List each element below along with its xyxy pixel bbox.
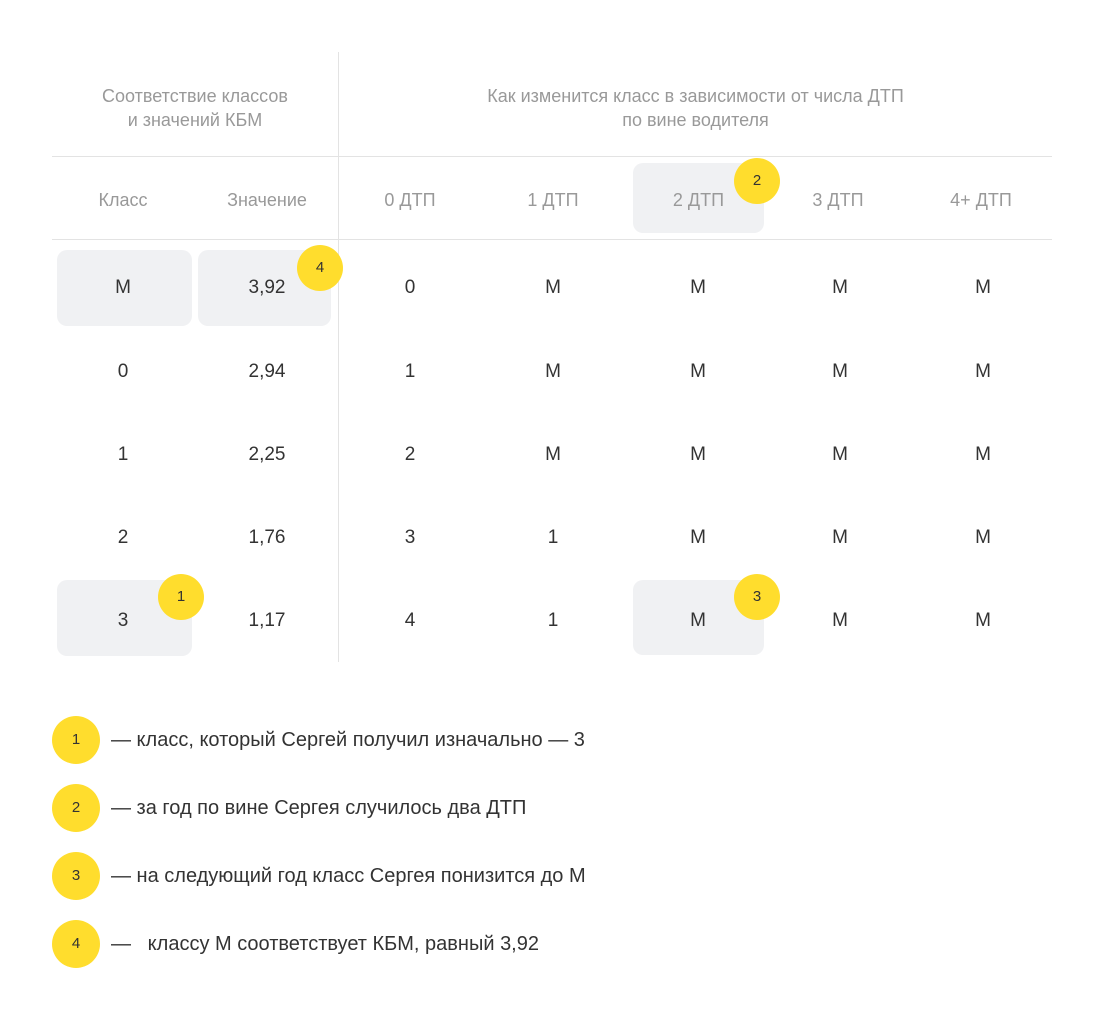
- cell-r4-4dtp: М: [975, 610, 991, 631]
- legend-badge-3: 3: [52, 852, 100, 900]
- cell-r2-2dtp: М: [690, 444, 706, 465]
- badge-2: 2: [734, 158, 780, 204]
- cell-r2-class: 1: [117, 444, 129, 465]
- cell-r4-1dtp: 1: [547, 610, 559, 631]
- cell-r2-value: 2,25: [248, 444, 286, 465]
- cell-r0-value: 3,92: [248, 277, 286, 298]
- header-divider: [52, 156, 1052, 157]
- legend-badge-1: 1: [52, 716, 100, 764]
- cell-r0-2dtp: М: [690, 277, 706, 298]
- cell-r3-3dtp: М: [832, 527, 848, 548]
- badge-1: 1: [158, 574, 204, 620]
- cell-r0-3dtp: М: [832, 277, 848, 298]
- vertical-divider: [338, 52, 339, 662]
- right-header-line2: по вине водителя: [622, 110, 769, 130]
- cell-r0-class: М: [115, 277, 131, 298]
- cell-r4-0dtp: 4: [404, 610, 416, 631]
- cell-r0-1dtp: М: [545, 277, 561, 298]
- cell-r1-4dtp: М: [975, 361, 991, 382]
- cell-r4-class: 3: [117, 610, 129, 631]
- legend-text-2: — за год по вине Сергея случилось два ДТ…: [111, 797, 527, 819]
- right-header-line1: Как изменится класс в зависимости от чис…: [487, 86, 904, 106]
- column-header-value: Значение: [227, 190, 307, 210]
- highlight-class-m: [57, 250, 192, 326]
- column-header-1dtp: 1 ДТП: [527, 190, 579, 210]
- cell-r1-0dtp: 1: [404, 361, 416, 382]
- column-header-3dtp: 3 ДТП: [812, 190, 864, 210]
- legend-text-3: — на следующий год класс Сергея понизитс…: [111, 865, 586, 887]
- column-header-class: Класс: [98, 190, 148, 210]
- cell-r4-2dtp: М: [690, 610, 706, 631]
- column-header-4dtp: 4+ ДТП: [950, 190, 1012, 210]
- cell-r3-0dtp: 3: [404, 527, 416, 548]
- cell-r1-2dtp: М: [690, 361, 706, 382]
- badge-3: 3: [734, 574, 780, 620]
- cell-r3-4dtp: М: [975, 527, 991, 548]
- cell-r1-class: 0: [117, 361, 129, 382]
- cell-r1-1dtp: М: [545, 361, 561, 382]
- column-header-divider: [52, 239, 1052, 240]
- cell-r2-4dtp: М: [975, 444, 991, 465]
- legend-badge-2: 2: [52, 784, 100, 832]
- left-header-line1: Соответствие классов: [102, 86, 288, 106]
- cell-r1-value: 2,94: [248, 361, 286, 382]
- right-header: Как изменится класс в зависимости от чис…: [339, 84, 1052, 132]
- cell-r4-3dtp: М: [832, 610, 848, 631]
- cell-r0-0dtp: 0: [404, 277, 416, 298]
- cell-r2-1dtp: М: [545, 444, 561, 465]
- column-header-2dtp: 2 ДТП: [672, 190, 725, 210]
- cell-r2-3dtp: М: [832, 444, 848, 465]
- cell-r2-0dtp: 2: [404, 444, 416, 465]
- legend-badge-4: 4: [52, 920, 100, 968]
- legend-text-4: — классу М соответствует КБМ, равный 3,9…: [111, 933, 539, 955]
- cell-r4-value: 1,17: [248, 610, 286, 631]
- cell-r3-class: 2: [117, 527, 129, 548]
- badge-4: 4: [297, 245, 343, 291]
- left-header: Соответствие классов и значений КБМ: [52, 84, 338, 132]
- column-header-0dtp: 0 ДТП: [384, 190, 436, 210]
- cell-r1-3dtp: М: [832, 361, 848, 382]
- cell-r3-value: 1,76: [248, 527, 286, 548]
- left-header-line2: и значений КБМ: [127, 110, 263, 130]
- legend-text-1: — класс, который Сергей получил изначаль…: [111, 729, 585, 751]
- cell-r0-4dtp: М: [975, 277, 991, 298]
- cell-r3-2dtp: М: [690, 527, 706, 548]
- cell-r3-1dtp: 1: [547, 527, 559, 548]
